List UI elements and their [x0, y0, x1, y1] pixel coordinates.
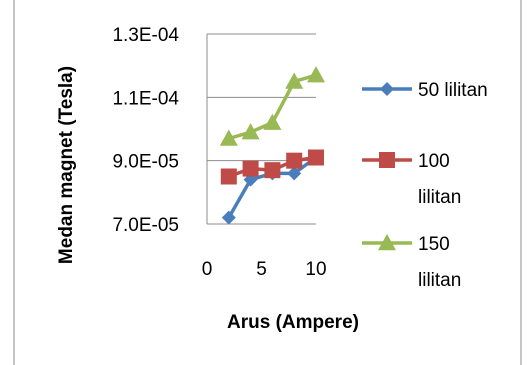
y-tick-label-3: 1.3E-04: [112, 25, 179, 46]
plot-area: 7.0E-05 9.0E-05 1.1E-04 1.3E-04 0 5 10: [112, 25, 326, 280]
series-2-point-4: [307, 66, 325, 83]
x-axis-title: Arus (Ampere): [227, 312, 359, 333]
x-tick-label-1: 5: [256, 259, 267, 280]
x-tick-label-0: 0: [202, 259, 213, 280]
legend-marker-0: [380, 82, 394, 96]
series-1-point-2: [264, 162, 281, 179]
series-1-point-4: [308, 149, 324, 166]
legend-label-1-line-0: 100: [418, 151, 450, 172]
series-2-point-2: [263, 113, 282, 130]
series-0-point-0: [221, 210, 236, 225]
legend-label-1-line-1: lilitan: [418, 187, 461, 208]
legend: 50 lilitan 100 lilitan 150 lilitan: [362, 80, 488, 291]
series-1-point-0: [220, 168, 237, 185]
legend-label-0-line-0: 50 lilitan: [418, 80, 488, 101]
y-tick-label-1: 9.0E-05: [112, 152, 179, 173]
series-0-point-3: [287, 166, 302, 181]
x-tick-label-2: 10: [305, 259, 326, 280]
series-2-point-1: [241, 123, 260, 140]
legend-marker-2: [378, 234, 396, 251]
y-axis-title: Medan magnet (Tesla): [56, 66, 77, 264]
legend-marker-1: [379, 152, 395, 168]
series-1-point-3: [286, 152, 303, 169]
series-2-point-3: [285, 72, 304, 89]
series-2-point-0: [219, 129, 238, 146]
legend-label-2-line-0: 150: [418, 234, 450, 255]
y-tick-label-2: 1.1E-04: [112, 88, 179, 109]
series-1-point-1: [242, 160, 259, 177]
legend-label-2-line-1: lilitan: [418, 270, 461, 291]
y-tick-label-0: 7.0E-05: [112, 215, 179, 236]
